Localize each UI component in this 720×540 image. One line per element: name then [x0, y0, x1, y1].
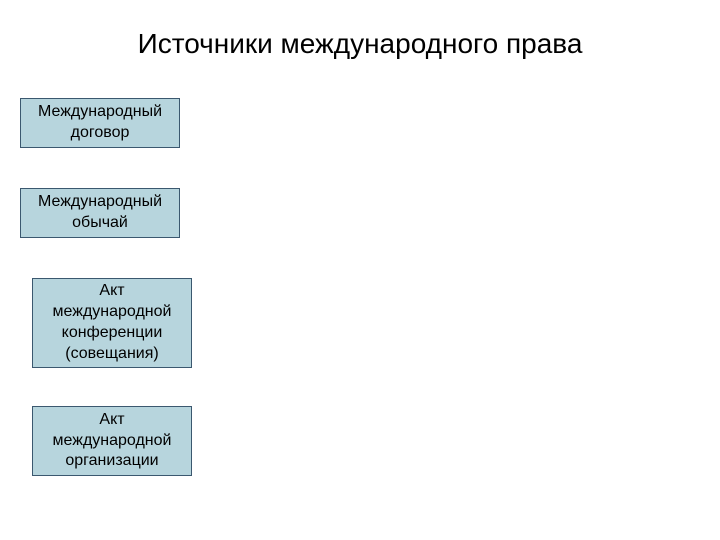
box-label: Международный договор	[38, 102, 162, 144]
box-custom: Международный обычай	[20, 188, 180, 238]
box-conference-act: Акт международной конференции (совещания…	[32, 278, 192, 368]
box-label: Международный обычай	[38, 192, 162, 234]
box-label: Акт международной конференции (совещания…	[53, 281, 172, 364]
box-label: Акт международной организации	[53, 410, 172, 472]
page-title: Источники международного права	[0, 28, 720, 60]
box-treaty: Международный договор	[20, 98, 180, 148]
box-organization-act: Акт международной организации	[32, 406, 192, 476]
